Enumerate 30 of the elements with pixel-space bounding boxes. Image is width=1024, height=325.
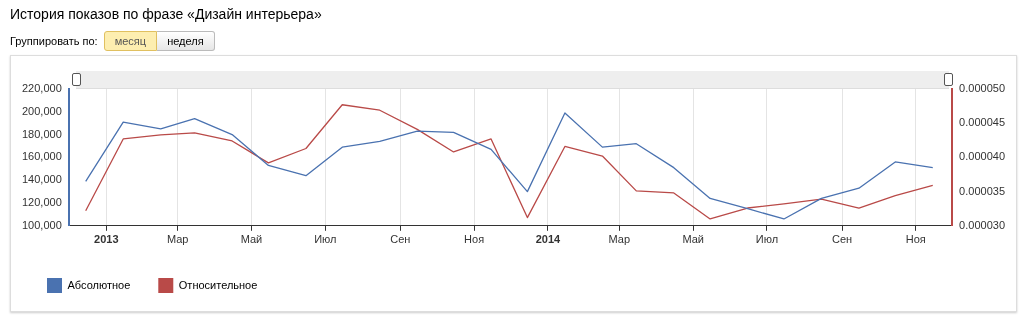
y2-tick-label: 0.000035 bbox=[959, 184, 1006, 197]
y-tick-label: 120,000 bbox=[22, 196, 62, 209]
x-tick-label: Мар bbox=[166, 233, 189, 246]
x-tick-label: 2013 bbox=[94, 233, 119, 246]
text: неделя bbox=[157, 31, 215, 51]
x-tick-label: Сен bbox=[831, 233, 853, 246]
x-tick-label: 2014 bbox=[535, 233, 562, 246]
y-tick-label: 200,000 bbox=[22, 104, 62, 117]
y-tick-label: 160,000 bbox=[22, 150, 62, 163]
chart-title: История показов по фразе «Дизайн интерьера» bbox=[10, 6, 322, 22]
y2-tick-label: 0.000040 bbox=[959, 150, 1006, 163]
legend-label: Абсолютное bbox=[67, 278, 131, 291]
x-tick-label: Май bbox=[682, 233, 704, 246]
y-tick-label: 140,000 bbox=[22, 173, 62, 186]
x-tick-label: Июл bbox=[314, 233, 337, 246]
x-tick-label: Май bbox=[240, 233, 263, 246]
x-tick-label: Сен bbox=[390, 233, 411, 246]
text: месяц bbox=[103, 31, 158, 51]
x-tick-label: Июл bbox=[755, 233, 779, 246]
y2-tick-label: 0.000030 bbox=[959, 218, 1006, 231]
text: Группировать по: bbox=[10, 35, 98, 47]
y-tick-label: 220,000 bbox=[22, 82, 62, 95]
y2-tick-label: 0.000050 bbox=[959, 82, 1006, 95]
y2-tick-label: 0.000045 bbox=[959, 116, 1006, 129]
legend-label: Относительное bbox=[178, 278, 258, 291]
x-tick-label: Мар bbox=[608, 233, 631, 246]
x-tick-label: Ноя bbox=[905, 233, 926, 246]
x-tick-label: Ноя bbox=[464, 233, 485, 246]
y-tick-label: 100,000 bbox=[22, 218, 62, 231]
y-tick-label: 180,000 bbox=[22, 127, 62, 140]
